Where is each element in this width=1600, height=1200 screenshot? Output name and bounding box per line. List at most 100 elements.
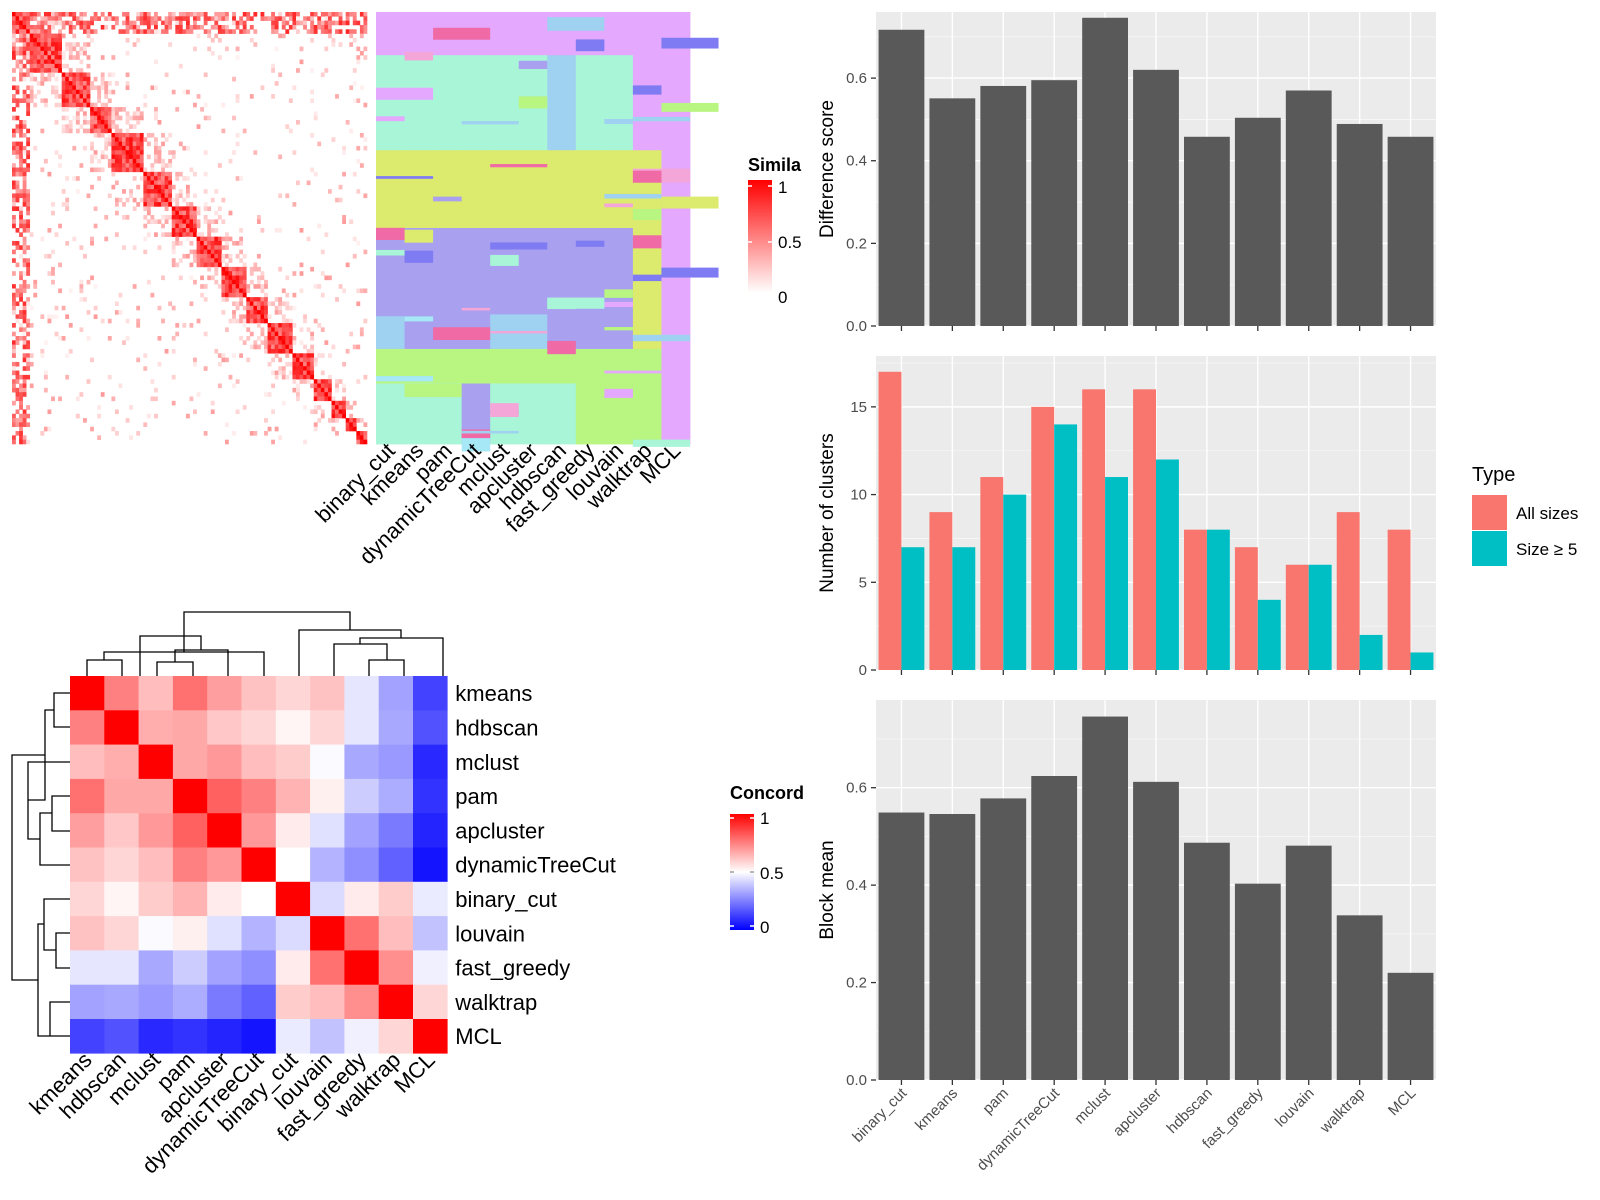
heatmap-cell: [104, 813, 139, 848]
heatmap-cell: [207, 710, 242, 745]
bar: [1387, 136, 1434, 326]
heatmap-cell: [104, 1019, 139, 1054]
heatmap-cell: [70, 916, 105, 951]
bar: [878, 812, 925, 1080]
y-tick-label: 0.4: [846, 153, 867, 170]
heatmap-cell: [207, 984, 242, 1020]
similarity-legend-tick: 0.5: [778, 233, 802, 252]
heatmap-cell: [413, 847, 448, 883]
heatmap-cell: [275, 710, 311, 745]
heatmap-cell: [138, 847, 174, 883]
x-tick-label: kmeans: [912, 1085, 961, 1134]
heatmap-cell: [275, 813, 311, 848]
heatmap-cell: [413, 676, 448, 711]
heatmap-cell: [344, 710, 379, 745]
heatmap-cell: [172, 676, 208, 711]
heatmap-cell: [378, 813, 414, 848]
bar: [1003, 494, 1027, 670]
heatmap-cell: [378, 916, 414, 951]
concordance-row-labels: kmeans hdbscan mclust pam apcluster dynamicTr…: [454, 681, 616, 1049]
heatmap-cell: [138, 676, 174, 711]
bar: [1184, 529, 1207, 670]
heatmap-cell: [378, 710, 414, 745]
heatmap-cell: [70, 710, 105, 745]
heatmap-cell: [310, 916, 345, 951]
heatmap-cell: [70, 984, 105, 1020]
heatmap-cell: [138, 916, 174, 951]
heatmap-cell: [138, 744, 174, 780]
heatmap-cell: [310, 847, 345, 883]
heatmap-cell: [310, 950, 345, 985]
y-tick-label: 0.2: [846, 975, 867, 992]
number-of-clusters-panel: 0 5 10 15 Number of clusters: [817, 356, 1436, 679]
heatmap-cell: [241, 778, 277, 814]
bar: [1156, 459, 1179, 670]
bar: [878, 371, 902, 670]
heatmap-cell: [70, 676, 105, 711]
y-tick-label: 0.6: [846, 70, 867, 87]
heatmap-row-label: louvain: [455, 921, 525, 946]
similarity-legend: Simila 1 0.5 0: [748, 155, 802, 307]
heatmap-cell: [70, 847, 105, 883]
bar: [1133, 69, 1179, 326]
legend-swatch-all-sizes: [1472, 495, 1507, 530]
heatmap-cell: [310, 744, 345, 780]
bar: [1133, 389, 1156, 670]
similarity-legend-tick: 1: [778, 178, 787, 197]
difference-score-panel: 0.0 0.2 0.4 0.6 Difference score: [817, 12, 1436, 335]
bar: [1082, 716, 1128, 1080]
heatmap-cell: [104, 950, 139, 985]
heatmap-cell: [344, 778, 379, 814]
bar: [1234, 883, 1281, 1080]
bar: [1133, 781, 1179, 1080]
concordance-legend-tick: 1: [760, 809, 769, 828]
heatmap-cell: [344, 1019, 379, 1054]
bar: [1336, 512, 1360, 670]
heatmap-cell: [241, 881, 277, 917]
bar: [1031, 776, 1078, 1080]
heatmap-cell: [275, 778, 311, 814]
x-tick-label: mclust: [1071, 1084, 1114, 1127]
heatmap-column-label: MCL: [389, 1047, 440, 1098]
heatmap-cell: [104, 710, 139, 745]
bar: [1285, 564, 1309, 670]
heatmap-cell: [344, 847, 379, 883]
bar: [901, 547, 925, 670]
bar: [1105, 477, 1128, 670]
heatmap-row-label: MCL: [455, 1024, 501, 1049]
bar: [1387, 972, 1434, 1080]
heatmap-cell: [344, 813, 379, 848]
heatmap-cell: [104, 881, 139, 917]
bar: [1359, 634, 1383, 670]
heatmap-cell: [138, 813, 174, 848]
heatmap-cell: [378, 881, 414, 917]
bar: [1234, 547, 1258, 670]
heatmap-cell: [241, 744, 277, 780]
heatmap-cell: [70, 744, 105, 780]
heatmap-cell: [138, 710, 174, 745]
heatmap-cell: [104, 984, 139, 1020]
type-legend-title: Type: [1472, 464, 1515, 486]
x-tick-label: apcluster: [1110, 1085, 1165, 1140]
heatmap-row-label: pam: [455, 784, 498, 809]
heatmap-cell: [275, 744, 311, 780]
legend-label-all-sizes: All sizes: [1516, 504, 1578, 523]
heatmap-cell: [241, 847, 277, 883]
heatmap-cell: [207, 813, 242, 848]
heatmap-cell: [413, 778, 448, 814]
heatmap-cell: [378, 984, 414, 1020]
heatmap-cell: [70, 881, 105, 917]
y-tick-label: 10: [850, 487, 867, 504]
similarity-legend-tick: 0: [778, 288, 787, 307]
concordance-legend-tick: 0: [760, 918, 769, 937]
legend-swatch-size-5: [1472, 531, 1507, 566]
x-tick-label: walktrap: [1316, 1085, 1368, 1137]
heatmap-row-label: binary_cut: [455, 887, 557, 912]
heatmap-cell: [172, 950, 208, 985]
heatmap-cell: [207, 847, 242, 883]
heatmap-cell: [241, 676, 277, 711]
y-tick-label: 5: [859, 574, 867, 591]
concordance-legend: Concord 1 0.5 0: [730, 783, 804, 937]
dendrograms: [11, 611, 444, 1037]
heatmap-cell: [104, 744, 139, 780]
